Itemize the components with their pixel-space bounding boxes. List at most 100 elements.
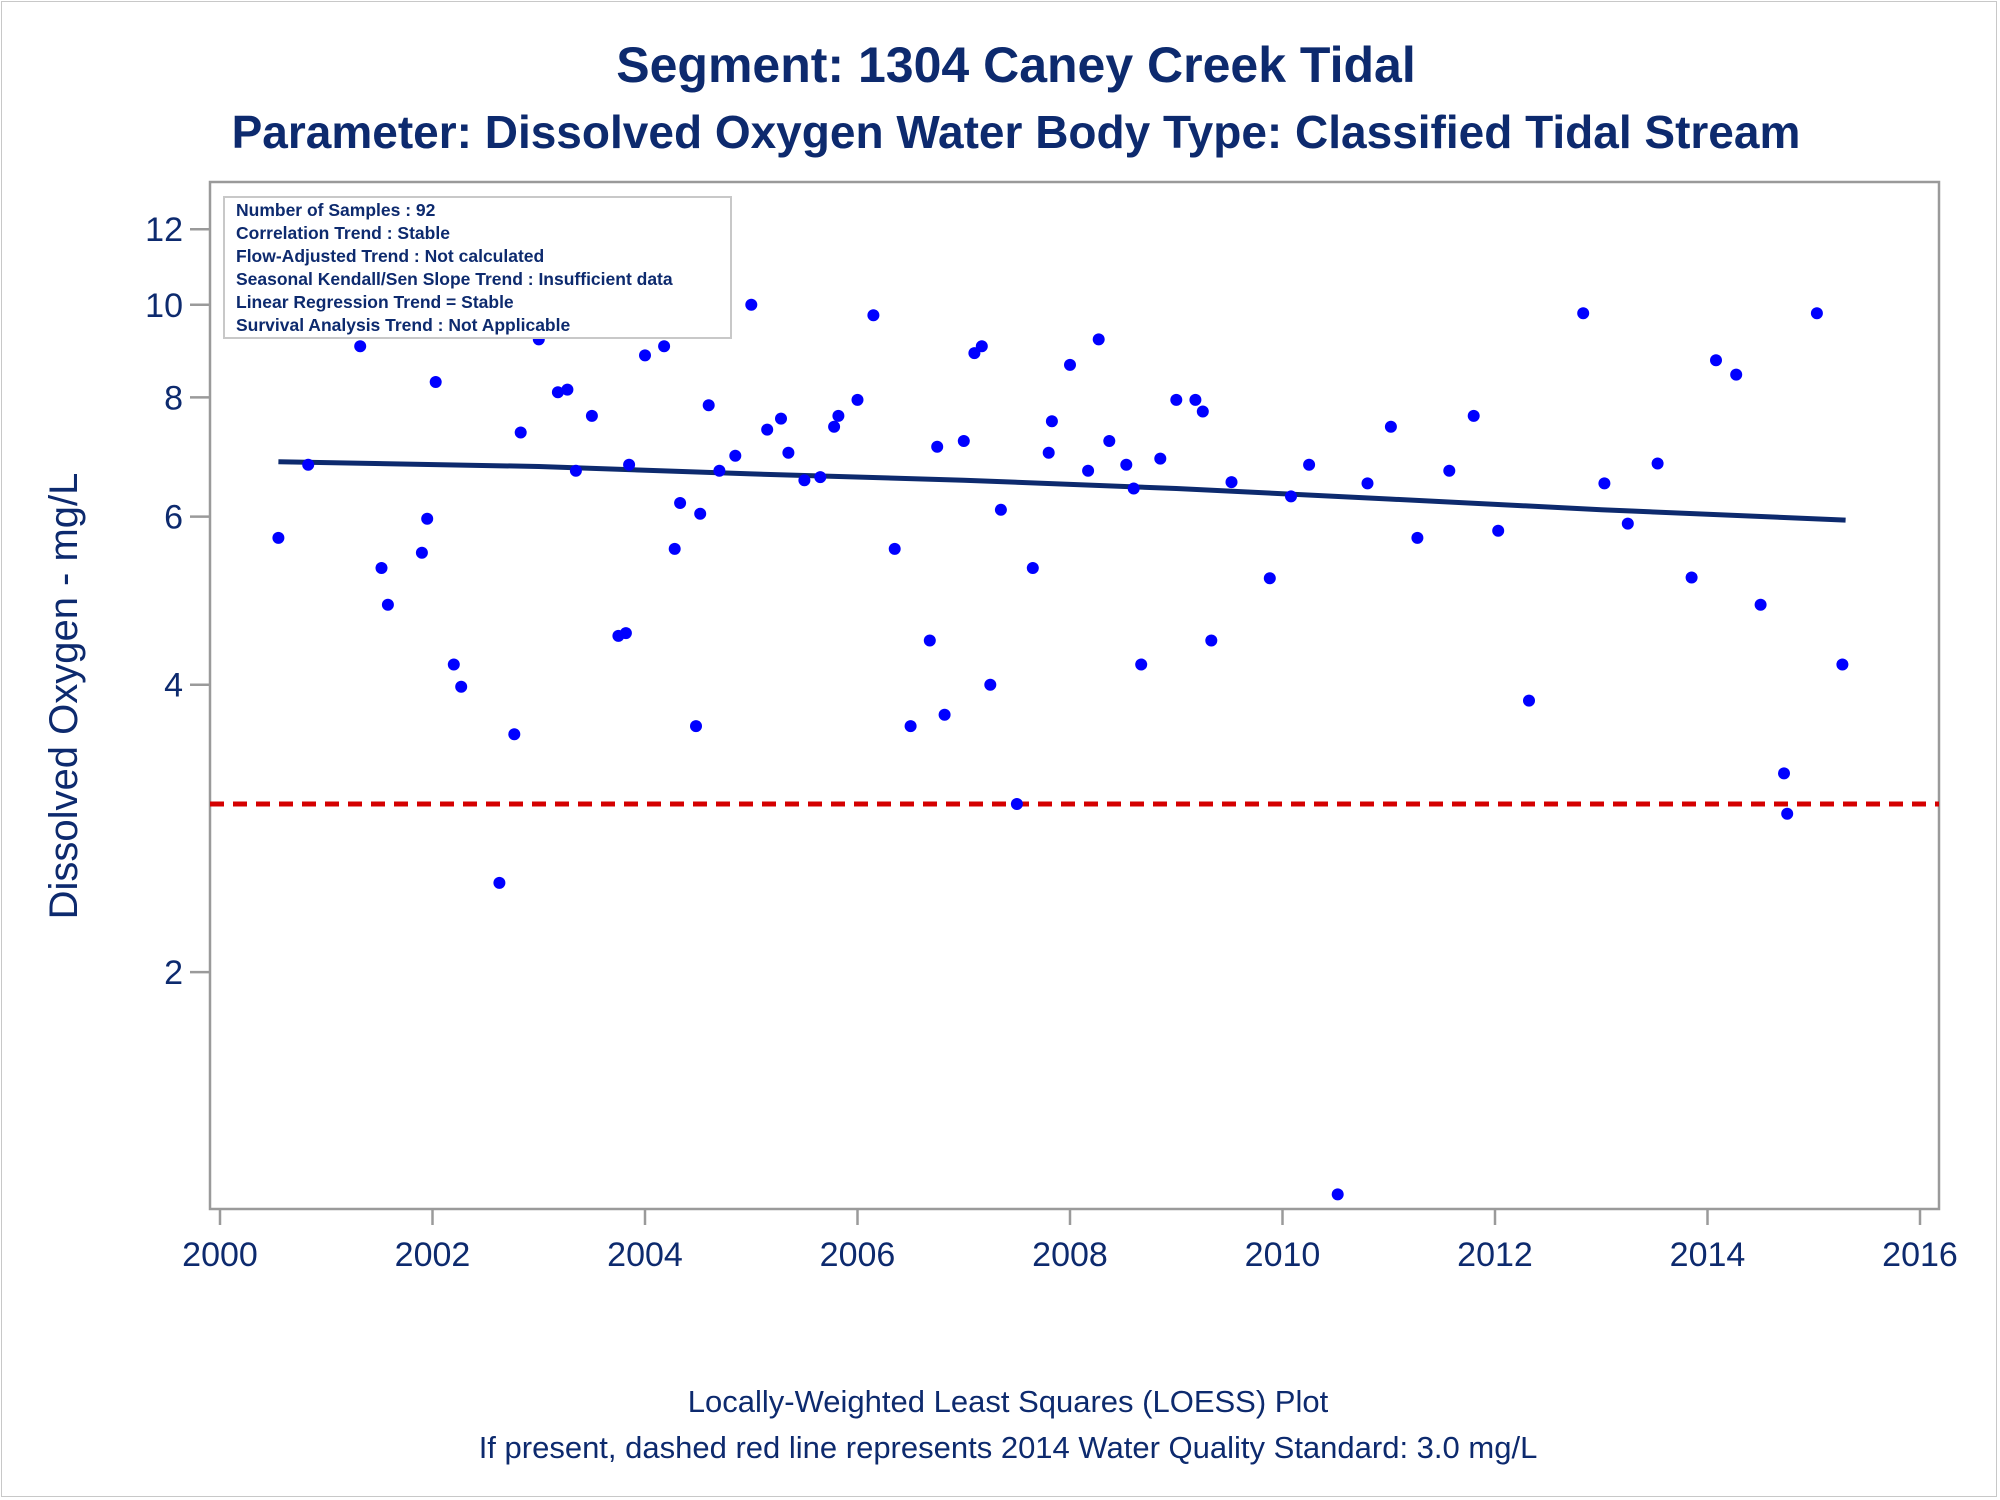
data-point [690,720,702,733]
stat-samples: Number of Samples : 92 [236,200,436,220]
data-point [674,497,687,509]
data-point [1170,393,1183,406]
data-point [623,458,636,471]
data-point [447,658,460,671]
y-tick-label: 4 [164,667,183,705]
data-point [1026,562,1039,574]
data-point [867,309,880,322]
data-point [569,464,582,477]
y-tick-label: 10 [145,287,183,325]
data-point [1523,694,1535,707]
data-point [1331,1188,1344,1201]
data-point [1189,393,1202,406]
data-point [551,386,564,399]
data-point [1836,658,1849,671]
stat-survival-analysis: Survival Analysis Trend : Not Applicable [236,315,570,335]
data-point [1120,458,1133,471]
data-point [1621,517,1634,530]
stat-seasonal-kendall: Seasonal Kendall/Sen Slope Trend : Insuf… [236,269,673,289]
footnote-loess: Locally-Weighted Least Squares (LOESS) P… [688,1384,1329,1419]
data-point [429,376,442,388]
data-point [832,409,845,422]
data-point [1092,333,1105,346]
data-point [782,446,795,459]
loess-line [278,459,1846,523]
data-point [1361,477,1374,490]
data-point [493,876,506,889]
data-point [1303,458,1316,471]
data-point [1810,307,1823,320]
y-tick-label: 12 [145,211,183,249]
x-tick-label: 2004 [607,1236,683,1274]
data-point [1492,524,1505,537]
data-point [761,423,774,436]
data-point [1384,420,1397,433]
data-point [994,503,1007,516]
data-point [1651,457,1664,470]
x-tick-label: 2014 [1670,1236,1746,1274]
x-tick-label: 2008 [1032,1236,1108,1274]
y-tick-label: 6 [164,499,183,537]
data-point [1754,598,1767,611]
y-axis: 2 4 6 8 10 12 [145,211,210,992]
chart-title: Segment: 1304 Caney Creek Tidal [616,37,1415,93]
x-tick-label: 2006 [820,1236,896,1274]
plot-area [208,180,1941,1211]
stat-correlation: Correlation Trend : Stable [236,223,450,243]
data-point [713,464,726,477]
data-point [1467,409,1480,422]
data-point [1598,477,1611,490]
data-point [729,449,742,462]
data-point [931,440,944,453]
data-point [1411,531,1424,544]
data-point [1127,482,1140,495]
data-point [798,474,811,487]
data-point [455,680,468,693]
data-point [957,435,970,447]
data-point [375,562,388,574]
data-point [775,412,787,425]
x-tick-label: 2016 [1882,1236,1958,1274]
data-points [272,203,1849,1201]
data-point [814,471,827,484]
data-point [888,542,901,555]
data-point [694,507,707,520]
x-tick-label: 2000 [182,1236,258,1274]
x-tick-label: 2010 [1245,1236,1321,1274]
data-point [1042,446,1055,459]
y-axis-label: Dissolved Oxygen - mg/L [42,473,86,920]
data-point [1685,571,1698,584]
data-point [745,298,758,311]
stat-flow-adjusted: Flow-Adjusted Trend : Not calculated [236,246,544,266]
data-point [585,409,598,422]
data-point [421,512,434,525]
data-point [975,340,988,353]
data-point [508,728,521,741]
stats-box [223,196,732,339]
data-point [1205,634,1218,647]
data-point [381,598,394,611]
data-point [984,678,997,691]
data-point [619,627,632,640]
data-point [1082,464,1095,477]
y-tick-label: 2 [164,954,183,992]
stat-linear-regression: Linear Regression Trend = Stable [236,292,514,312]
data-point [938,708,951,721]
data-point [1285,490,1297,503]
data-point [1263,572,1276,585]
data-point [923,634,936,647]
chart-subtitle: Parameter: Dissolved Oxygen Water Body T… [232,106,1801,158]
data-point [1710,354,1722,367]
data-point [1778,767,1790,780]
data-point [1045,415,1058,428]
data-point [302,458,315,471]
x-tick-label: 2002 [395,1236,471,1274]
data-point [828,420,841,433]
data-point [1577,307,1590,320]
data-point [272,531,285,544]
data-point [1730,368,1743,381]
data-point [1010,798,1023,810]
data-point [668,542,681,555]
